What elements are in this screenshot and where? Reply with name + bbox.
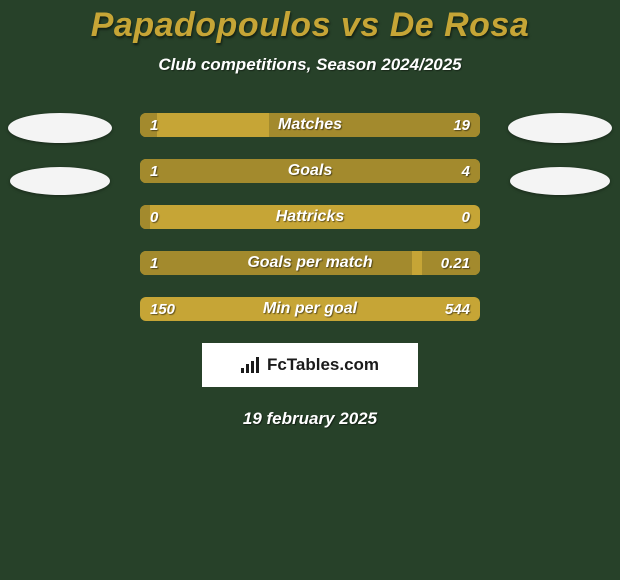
source-logo-text: FcTables.com bbox=[267, 355, 379, 375]
stat-row-matches: 119Matches bbox=[140, 113, 480, 137]
left-avatar-1 bbox=[10, 167, 110, 195]
row-label: Hattricks bbox=[140, 205, 480, 229]
comparison-area: 119Matches 14Goals 00Hattricks 10.21Goals p… bbox=[0, 113, 620, 321]
row-label: Min per goal bbox=[140, 297, 480, 321]
left-avatar-0 bbox=[8, 113, 112, 143]
stat-row-goals: 14Goals bbox=[140, 159, 480, 183]
avatar-right-column bbox=[508, 113, 612, 195]
row-label: Goals per match bbox=[140, 251, 480, 275]
row-label: Matches bbox=[140, 113, 480, 137]
stat-row-min-per-goal: 150544Min per goal bbox=[140, 297, 480, 321]
date-label: 19 february 2025 bbox=[0, 409, 620, 429]
row-label: Goals bbox=[140, 159, 480, 183]
page-subtitle: Club competitions, Season 2024/2025 bbox=[0, 55, 620, 75]
source-logo: FcTables.com bbox=[202, 343, 418, 387]
chart-icon bbox=[241, 357, 261, 373]
right-avatar-1 bbox=[510, 167, 610, 195]
right-avatar-0 bbox=[508, 113, 612, 143]
stat-row-hattricks: 00Hattricks bbox=[140, 205, 480, 229]
page-title: Papadopoulos vs De Rosa bbox=[0, 0, 620, 45]
stat-row-goals-per-match: 10.21Goals per match bbox=[140, 251, 480, 275]
avatar-left-column bbox=[8, 113, 112, 195]
